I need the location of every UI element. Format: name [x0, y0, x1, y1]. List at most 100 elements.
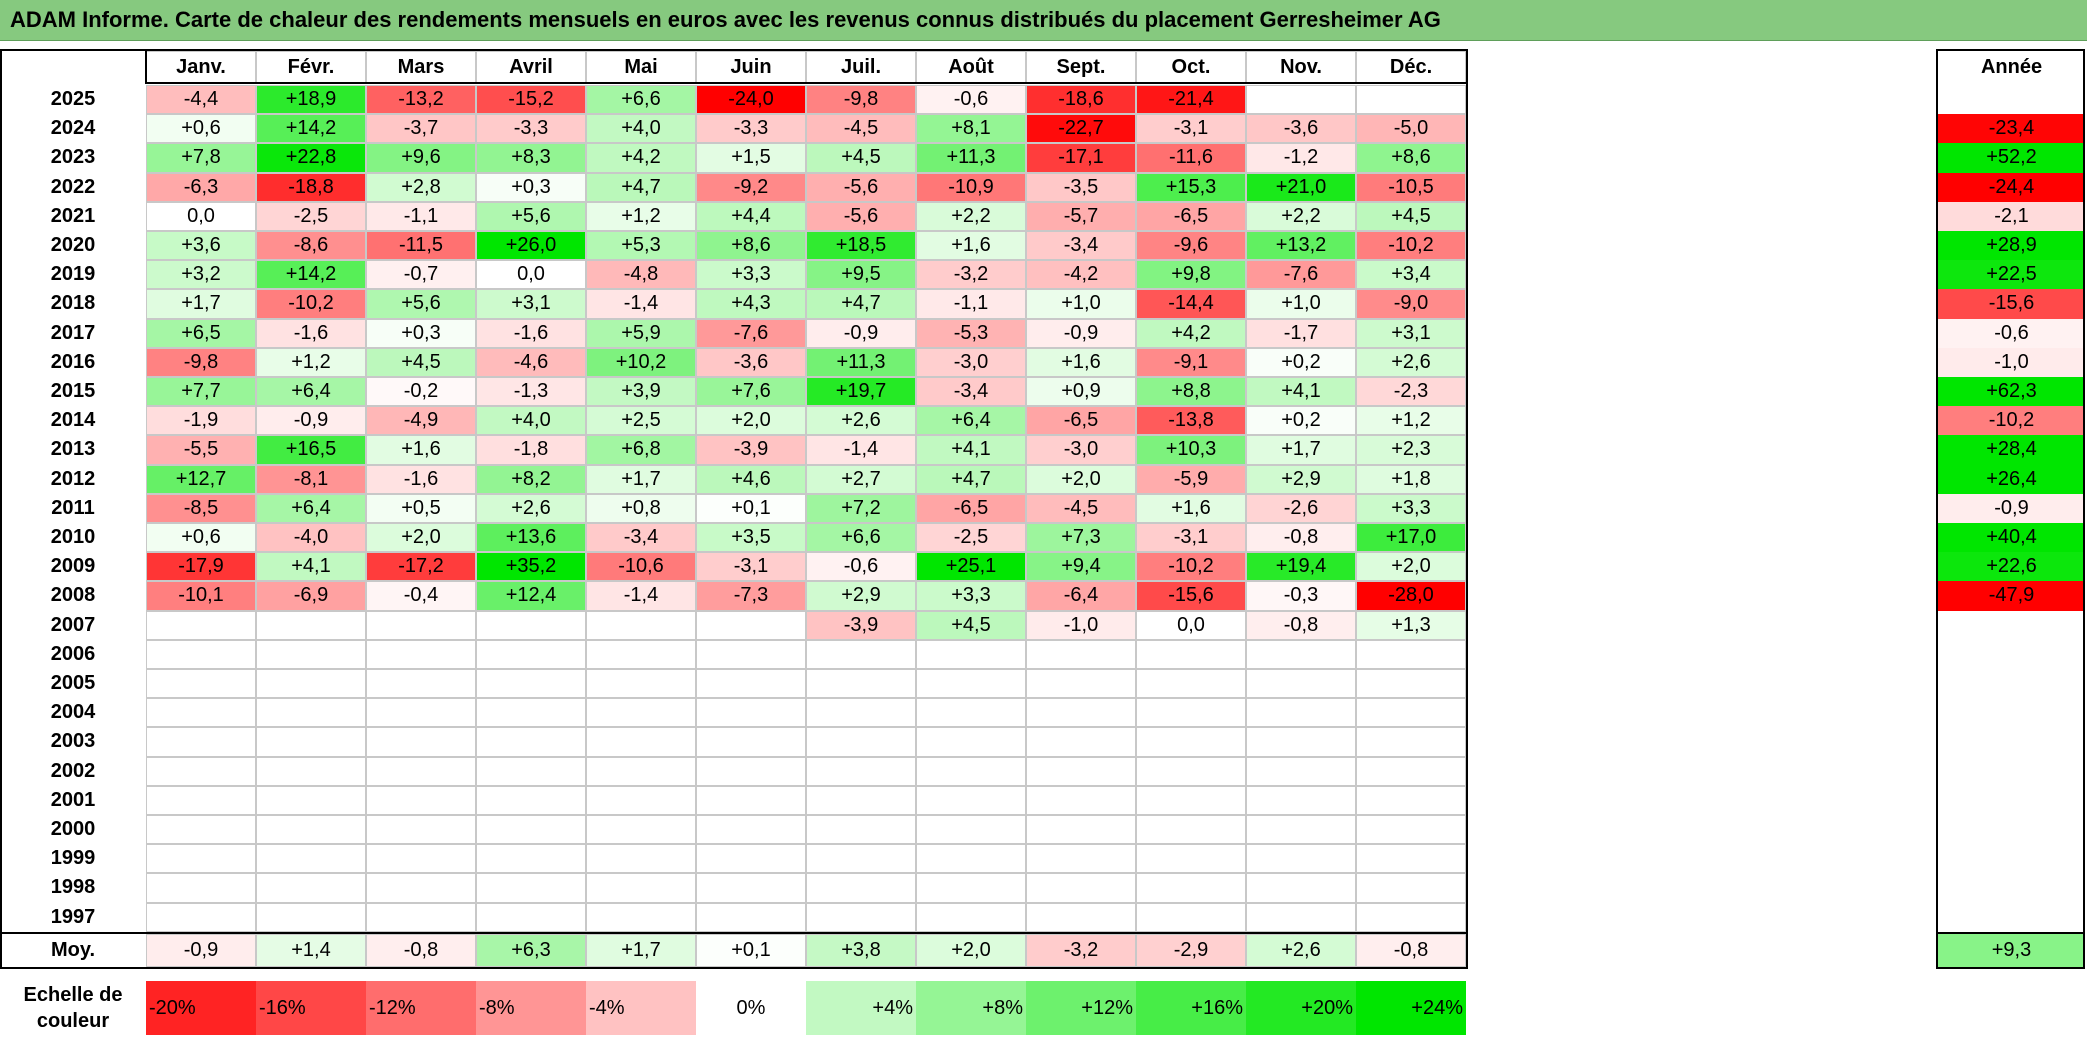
heatmap-cell: -18,6 — [1026, 85, 1136, 115]
heatmap-cell: +4,7 — [586, 172, 696, 202]
annual-cell: +52,2 — [1938, 143, 2085, 173]
heatmap-cell — [916, 873, 1026, 903]
month-header-8: Août — [916, 51, 1026, 83]
heatmap-cell: +4,5 — [1356, 201, 1466, 231]
heatmap-cell: 0,0 — [146, 201, 256, 231]
heatmap-cell: -1,4 — [586, 581, 696, 611]
heatmap-cell: +21,0 — [1246, 172, 1356, 202]
heatmap-cell — [586, 873, 696, 903]
heatmap-cell — [476, 844, 586, 874]
heatmap-cell — [806, 785, 916, 815]
heatmap-cell: -24,0 — [696, 85, 806, 115]
year-label: 2006 — [50, 642, 96, 665]
heatmap-cell: -11,6 — [1136, 143, 1246, 173]
heatmap-cell: +12,7 — [146, 464, 256, 494]
heatmap-cell: -17,9 — [146, 552, 256, 582]
heatmap-cell — [1356, 815, 1466, 845]
annual-cell: +62,3 — [1938, 377, 2085, 407]
heatmap-cell — [806, 902, 916, 932]
heatmap-cell: +1,0 — [1026, 289, 1136, 319]
heatmap-cell — [256, 815, 366, 845]
heatmap-cell — [366, 785, 476, 815]
heatmap-cell — [806, 815, 916, 845]
heatmap-cell: -6,9 — [256, 581, 366, 611]
heatmap-cell — [916, 639, 1026, 669]
heatmap-cell: +0,9 — [1026, 377, 1136, 407]
heatmap-cell — [1356, 785, 1466, 815]
heatmap-cell — [806, 698, 916, 728]
annual-cell: -0,9 — [1938, 493, 2085, 523]
heatmap-cell — [1026, 873, 1136, 903]
heatmap-cell — [146, 756, 256, 786]
heatmap-cell — [146, 785, 256, 815]
heatmap-cell: +7,6 — [696, 377, 806, 407]
heatmap-cell — [256, 902, 366, 932]
heatmap-cell — [1136, 727, 1246, 757]
heatmap-cell: -1,9 — [146, 406, 256, 436]
heatmap-cell — [146, 815, 256, 845]
heatmap-cell: 0,0 — [476, 260, 586, 290]
heatmap-cell: -3,7 — [366, 114, 476, 144]
annual-cell: -23,4 — [1938, 114, 2085, 144]
heatmap-cell: -13,2 — [366, 85, 476, 115]
heatmap-cell — [1356, 902, 1466, 932]
year-label: 2014 — [50, 409, 96, 432]
heatmap-cell — [1246, 873, 1356, 903]
heatmap-cell: +2,2 — [916, 201, 1026, 231]
heatmap-cell — [256, 785, 366, 815]
heatmap-cell — [366, 873, 476, 903]
legend-swatch: 0% — [696, 981, 806, 1035]
heatmap-cell: +2,5 — [586, 406, 696, 436]
annual-cell: -1,0 — [1938, 347, 2085, 377]
heatmap-cell: -0,6 — [916, 85, 1026, 115]
legend-swatch: -16% — [256, 981, 366, 1035]
heatmap-cell: +2,8 — [366, 172, 476, 202]
heatmap-cell — [146, 639, 256, 669]
year-label: 2000 — [50, 818, 96, 841]
year-label: 2024 — [50, 117, 96, 140]
heatmap-cell: +3,4 — [1356, 260, 1466, 290]
annual-cell — [1938, 844, 2085, 874]
heatmap-cell — [256, 610, 366, 640]
annual-cell: -47,9 — [1938, 581, 2085, 611]
heatmap-cell: -18,8 — [256, 172, 366, 202]
heatmap-cell: +0,1 — [696, 493, 806, 523]
annual-cell — [1938, 902, 2085, 932]
month-header-4: Avril — [476, 51, 586, 83]
heatmap-cell: -1,1 — [366, 201, 476, 231]
heatmap-cell: +7,8 — [146, 143, 256, 173]
heatmap-cell: +11,3 — [806, 347, 916, 377]
heatmap-cell — [1246, 844, 1356, 874]
heatmap-cell — [366, 844, 476, 874]
heatmap-cell: -3,9 — [696, 435, 806, 465]
heatmap-cell — [916, 785, 1026, 815]
heatmap-cell — [1356, 756, 1466, 786]
heatmap-cell — [586, 669, 696, 699]
heatmap-cell: -7,6 — [1246, 260, 1356, 290]
heatmap-cell — [916, 727, 1026, 757]
heatmap-cell: -3,0 — [1026, 435, 1136, 465]
heatmap-cell: +9,4 — [1026, 552, 1136, 582]
legend-swatch: +4% — [806, 981, 916, 1035]
heatmap-cell — [256, 873, 366, 903]
heatmap-cell: +2,3 — [1356, 435, 1466, 465]
heatmap-cell: -0,7 — [366, 260, 476, 290]
heatmap-cell: +9,5 — [806, 260, 916, 290]
heatmap-cell — [1356, 639, 1466, 669]
heatmap-cell — [806, 727, 916, 757]
heatmap-cell — [146, 844, 256, 874]
heatmap-cell: -3,9 — [806, 610, 916, 640]
annual-cell: -10,2 — [1938, 406, 2085, 436]
heatmap-cell — [1356, 727, 1466, 757]
year-label: 1998 — [50, 876, 96, 899]
annual-cell — [1938, 727, 2085, 757]
heatmap-cell — [1356, 873, 1466, 903]
heatmap-cell: +8,6 — [696, 231, 806, 261]
heatmap-cell: -10,1 — [146, 581, 256, 611]
month-header-1: Janv. — [146, 51, 256, 83]
heatmap-cell: +5,6 — [476, 201, 586, 231]
heatmap-cell: +13,6 — [476, 523, 586, 553]
heatmap-cell: +12,4 — [476, 581, 586, 611]
year-label: 2011 — [51, 496, 95, 519]
heatmap-cell: +5,9 — [586, 318, 696, 348]
